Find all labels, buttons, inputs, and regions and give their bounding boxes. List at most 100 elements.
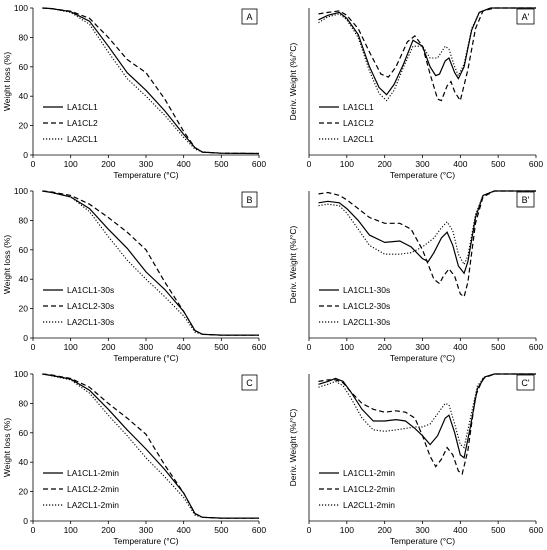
panel-a: 0 100 200 300 400 500 600 0 20 40 60 80 100 Temperatu… — [2, 3, 266, 180]
x-tick-label: 200 — [378, 159, 392, 169]
x-tick-label: 600 — [252, 342, 266, 352]
legend-label: LA2CL1 — [67, 134, 98, 144]
legend-label: LA1CL1-30s — [343, 285, 390, 295]
legend-label: LA2CL1-30s — [67, 317, 114, 327]
x-tick-label: 500 — [214, 342, 228, 352]
x-tick-label: 600 — [529, 525, 543, 535]
panel-b: 0 100 200 300 400 500 600 0 20 40 60 80 100 Temperatu… — [2, 186, 266, 363]
x-tick-label: 500 — [214, 159, 228, 169]
x-tick-label: 300 — [139, 342, 153, 352]
panel-label-box — [516, 374, 535, 391]
y-tick-label: 40 — [19, 274, 29, 284]
y-tick-label: 40 — [19, 457, 29, 467]
y-tick-label: 0 — [23, 516, 28, 526]
legend-label: LA1CL1-2min — [67, 468, 119, 478]
x-tick-label: 200 — [101, 525, 115, 535]
series-line-2 — [318, 373, 536, 476]
legend-label: LA2CL1-2min — [67, 500, 119, 510]
legend-label: LA1CL1-30s — [67, 285, 114, 295]
x-axis-label: Temperature (°C) — [390, 170, 455, 180]
y-tick-label: 60 — [19, 62, 29, 72]
x-tick-label: 300 — [139, 525, 153, 535]
x-tick-label: 400 — [177, 525, 191, 535]
x-tick-label: 600 — [529, 342, 543, 352]
series-line-2 — [42, 373, 259, 519]
x-axis-label: Temperature (°C) — [113, 353, 178, 363]
y-tick-label: 80 — [19, 215, 29, 225]
x-tick-label: 100 — [64, 159, 78, 169]
series-line-1 — [318, 373, 536, 459]
panel-c-prime: 0 100 200 300 400 500 600 Temperature (°C) Deriv… — [288, 373, 543, 546]
x-tick-label: 100 — [340, 159, 354, 169]
series-line-2 — [318, 7, 536, 103]
legend-label: LA1CL2-30s — [67, 301, 114, 311]
x-tick-label: 100 — [64, 342, 78, 352]
x-tick-label: 500 — [491, 159, 505, 169]
y-tick-label: 0 — [23, 150, 28, 160]
panel-label: C' — [521, 378, 529, 388]
panel-label: B — [246, 195, 252, 205]
series-line-1 — [318, 7, 536, 96]
legend-label: LA2CL1 — [343, 134, 374, 144]
x-axis-label: Temperature (°C) — [390, 353, 455, 363]
y-tick-label: 100 — [14, 369, 28, 379]
panel-label: A' — [522, 12, 530, 22]
panel-label-box — [241, 191, 258, 208]
x-tick-label: 400 — [453, 342, 467, 352]
x-tick-label: 400 — [453, 525, 467, 535]
panel-label-box — [516, 8, 535, 25]
legend-label: LA2CL1-2min — [343, 500, 395, 510]
x-tick-label: 200 — [378, 342, 392, 352]
series-line-1 — [42, 190, 259, 336]
x-tick-label: 100 — [64, 525, 78, 535]
y-axis-label: Weight loss (%) — [2, 52, 12, 112]
y-tick-label: 100 — [14, 3, 28, 13]
x-tick-label: 500 — [491, 342, 505, 352]
y-tick-label: 20 — [19, 487, 29, 497]
x-tick-label: 0 — [31, 159, 36, 169]
x-tick-label: 400 — [177, 159, 191, 169]
series-line-3 — [42, 190, 259, 336]
y-axis-label: Weight loss (%) — [2, 235, 12, 295]
panel-label: C — [246, 378, 253, 388]
y-tick-label: 20 — [19, 304, 29, 314]
series-line-3 — [318, 373, 536, 449]
x-tick-label: 300 — [415, 525, 429, 535]
series-line-3 — [318, 190, 536, 266]
y-tick-label: 20 — [19, 121, 29, 131]
series-line-1 — [42, 7, 260, 155]
y-tick-label: 60 — [19, 428, 29, 438]
legend-label: LA1CL1 — [343, 102, 374, 112]
y-tick-label: 80 — [19, 32, 29, 42]
panel-label-box — [241, 8, 258, 25]
y-tick-label: 40 — [19, 91, 29, 101]
y-axis-label: Deriv. Weight (%/°C) — [288, 42, 298, 120]
legend-label: LA2CL1-30s — [343, 317, 390, 327]
y-axis-label: Weight loss (%) — [2, 418, 12, 478]
series-line-3 — [42, 373, 259, 519]
x-tick-label: 200 — [101, 159, 115, 169]
panel-label: B' — [522, 195, 530, 205]
x-tick-label: 500 — [491, 525, 505, 535]
series-line-2 — [318, 190, 536, 298]
series-line-3 — [42, 7, 260, 155]
panel-c: 0 100 200 300 400 500 600 0 20 40 60 80 100 Temperatu… — [2, 369, 266, 546]
x-axis-label: Temperature (°C) — [113, 170, 178, 180]
x-tick-label: 200 — [378, 525, 392, 535]
legend-label: LA1CL2 — [343, 118, 374, 128]
y-tick-label: 100 — [14, 186, 28, 196]
x-tick-label: 200 — [101, 342, 115, 352]
x-tick-label: 0 — [31, 525, 36, 535]
x-tick-label: 0 — [31, 342, 36, 352]
y-tick-label: 0 — [23, 333, 28, 343]
x-tick-label: 100 — [340, 342, 354, 352]
x-tick-label: 500 — [214, 525, 228, 535]
x-tick-label: 600 — [252, 159, 266, 169]
x-tick-label: 600 — [252, 525, 266, 535]
y-tick-label: 80 — [19, 398, 29, 408]
y-axis-label: Deriv. Weight (%/°C) — [288, 225, 298, 303]
legend-label: LA1CL2-2min — [343, 484, 395, 494]
x-tick-label: 400 — [453, 159, 467, 169]
legend-label: LA1CL1 — [67, 102, 98, 112]
